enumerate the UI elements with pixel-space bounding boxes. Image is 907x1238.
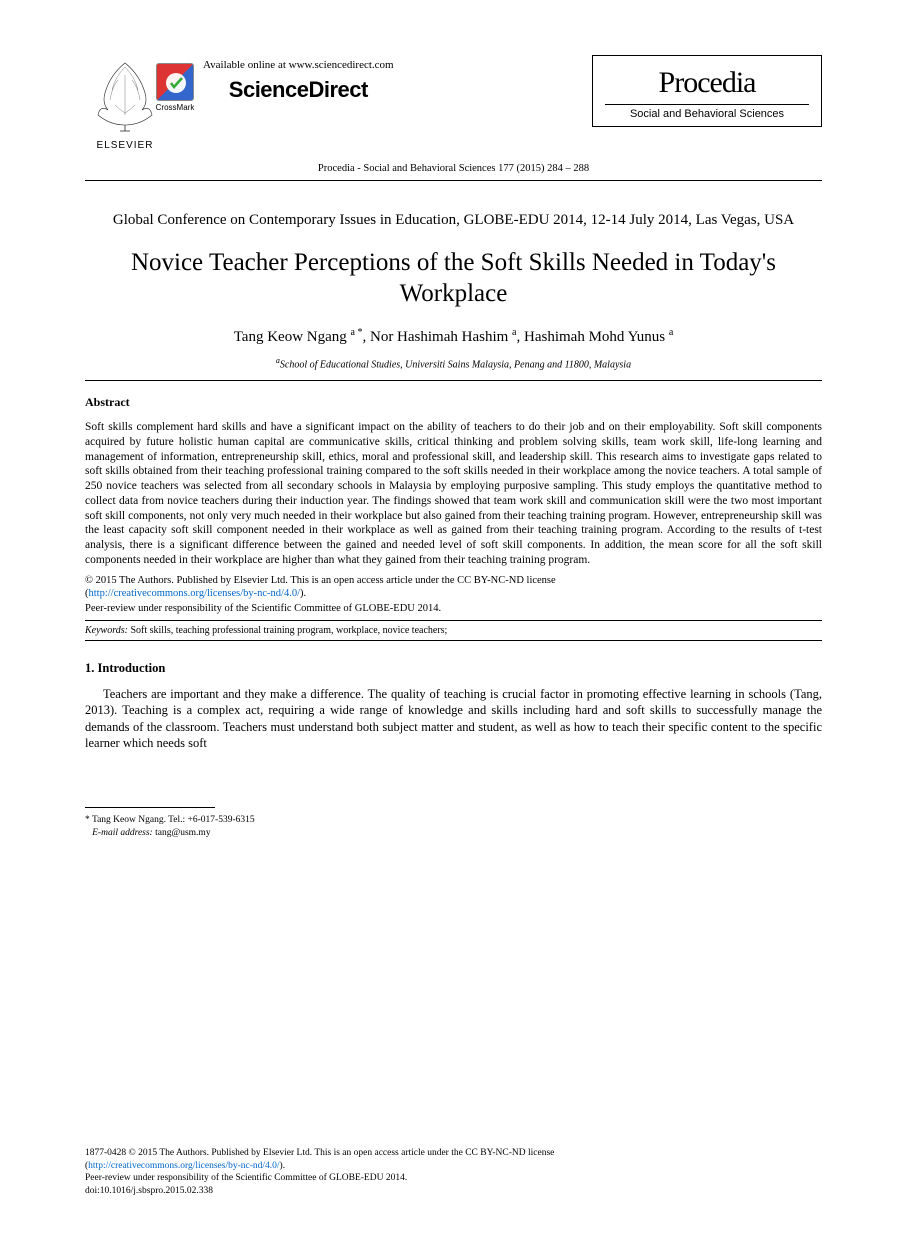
available-online-text: Available online at www.sciencedirect.co…	[203, 59, 394, 71]
crossmark-icon	[156, 63, 194, 101]
author-3: Hashimah Mohd Yunus a	[524, 329, 673, 345]
footer-peer-review: Peer-review under responsibility of the …	[85, 1172, 822, 1185]
footnote-email: E-mail address: tang@usm.my	[85, 827, 822, 840]
procedia-title: Procedia	[605, 66, 809, 100]
citation-line: Procedia - Social and Behavioral Science…	[85, 163, 822, 174]
affiliation-rule	[85, 380, 822, 381]
crossmark-block[interactable]: CrossMark	[147, 63, 203, 112]
keywords-row: Keywords: Soft skills, teaching professi…	[85, 620, 822, 641]
header-left-center: ELSEVIER CrossMark Available online at w…	[85, 55, 394, 151]
elsevier-label: ELSEVIER	[85, 140, 165, 151]
affiliation: aSchool of Educational Studies, Universi…	[85, 356, 822, 370]
section-1-para: Teachers are important and they make a d…	[85, 686, 822, 752]
page-header: ELSEVIER CrossMark Available online at w…	[85, 55, 822, 151]
section-1-heading: 1. Introduction	[85, 661, 822, 676]
procedia-subtitle: Social and Behavioral Sciences	[605, 104, 809, 120]
corresponding-author-footnote: * Tang Keow Ngang. Tel.: +6-017-539-6315…	[85, 814, 822, 840]
footer-doi: doi:10.1016/j.sbspro.2015.02.338	[85, 1185, 822, 1198]
keywords-label: Keywords:	[85, 625, 128, 636]
keywords-text: Soft skills, teaching professional train…	[128, 625, 447, 636]
center-header: Available online at www.sciencedirect.co…	[203, 55, 394, 103]
conference-info: Global Conference on Contemporary Issues…	[105, 211, 802, 231]
license-link[interactable]: http://creativecommons.org/licenses/by-n…	[89, 588, 301, 599]
page-footer: 1877-0428 © 2015 The Authors. Published …	[85, 1147, 822, 1198]
abstract-body: Soft skills complement hard skills and h…	[85, 420, 822, 567]
copyright-block: © 2015 The Authors. Published by Elsevie…	[85, 574, 822, 601]
author-1: Tang Keow Ngang a *	[234, 329, 363, 345]
header-rule	[85, 180, 822, 181]
sciencedirect-logo: ScienceDirect	[203, 77, 394, 103]
author-2: Nor Hashimah Hashim a	[370, 329, 517, 345]
footer-license-link[interactable]: http://creativecommons.org/licenses/by-n…	[88, 1161, 279, 1171]
footer-issn-line: 1877-0428 © 2015 The Authors. Published …	[85, 1147, 822, 1160]
footnote-corr: * Tang Keow Ngang. Tel.: +6-017-539-6315	[85, 814, 822, 827]
copyright-line: © 2015 The Authors. Published by Elsevie…	[85, 575, 556, 586]
article-title: Novice Teacher Perceptions of the Soft S…	[85, 247, 822, 310]
footnote-rule	[85, 807, 215, 808]
procedia-journal-box: Procedia Social and Behavioral Sciences	[592, 55, 822, 127]
crossmark-label: CrossMark	[147, 103, 203, 112]
authors-line: Tang Keow Ngang a *, Nor Hashimah Hashim…	[85, 327, 822, 346]
peer-review-line: Peer-review under responsibility of the …	[85, 603, 822, 614]
abstract-heading: Abstract	[85, 395, 822, 410]
